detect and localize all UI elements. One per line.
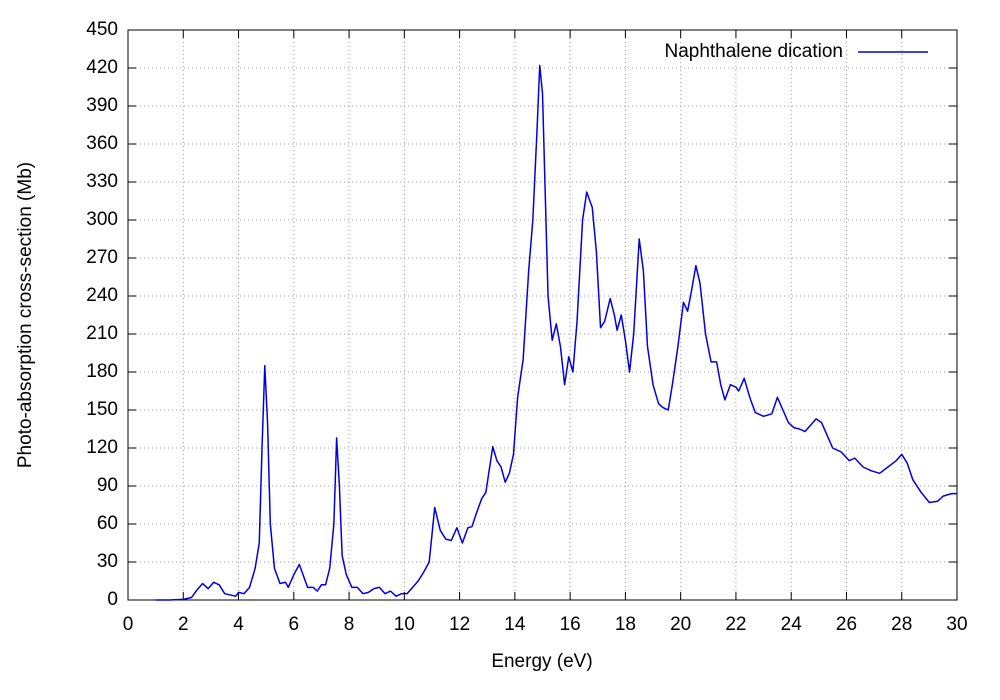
legend-label: Naphthalene dication bbox=[664, 41, 843, 62]
y-axis-label: Photo-absorption cross-section (Mb) bbox=[15, 162, 36, 468]
plot-frame bbox=[127, 29, 958, 601]
y-tick-label: 360 bbox=[86, 133, 118, 154]
x-tick-label: 6 bbox=[289, 614, 300, 635]
y-tick-label: 90 bbox=[97, 475, 118, 496]
y-tick-label: 450 bbox=[86, 19, 118, 40]
y-tick-label: 120 bbox=[86, 437, 118, 458]
x-tick-label: 10 bbox=[394, 614, 415, 635]
y-tick-label: 270 bbox=[86, 247, 118, 268]
x-tick-label: 16 bbox=[560, 614, 581, 635]
y-tick-label: 30 bbox=[97, 551, 118, 572]
x-tick-label: 8 bbox=[344, 614, 355, 635]
y-tick-label: 240 bbox=[86, 285, 118, 306]
y-tick-label: 150 bbox=[86, 399, 118, 420]
y-tick-label: 210 bbox=[86, 323, 118, 344]
x-tick-label: 20 bbox=[670, 614, 691, 635]
y-tick-label: 180 bbox=[86, 361, 118, 382]
x-tick-label: 22 bbox=[725, 614, 746, 635]
x-axis-label: Energy (eV) bbox=[491, 651, 592, 672]
x-tick-label: 2 bbox=[178, 614, 189, 635]
x-tick-label: 28 bbox=[891, 614, 912, 635]
y-tick-label: 0 bbox=[107, 589, 118, 610]
data-line bbox=[155, 64, 957, 601]
x-tick-label: 14 bbox=[504, 614, 526, 635]
x-tick-label: 4 bbox=[233, 614, 244, 635]
x-tick-label: 18 bbox=[615, 614, 636, 635]
x-tick-label: 24 bbox=[781, 614, 803, 635]
y-tick-label: 300 bbox=[86, 209, 118, 230]
y-tick-label: 330 bbox=[86, 171, 118, 192]
x-tick-label: 0 bbox=[123, 614, 134, 635]
y-tick-label: 60 bbox=[97, 513, 118, 534]
x-tick-label: 26 bbox=[836, 614, 857, 635]
x-tick-label: 30 bbox=[946, 614, 967, 635]
y-tick-label: 390 bbox=[86, 95, 118, 116]
x-tick-label: 12 bbox=[449, 614, 470, 635]
y-tick-label: 420 bbox=[86, 57, 118, 78]
